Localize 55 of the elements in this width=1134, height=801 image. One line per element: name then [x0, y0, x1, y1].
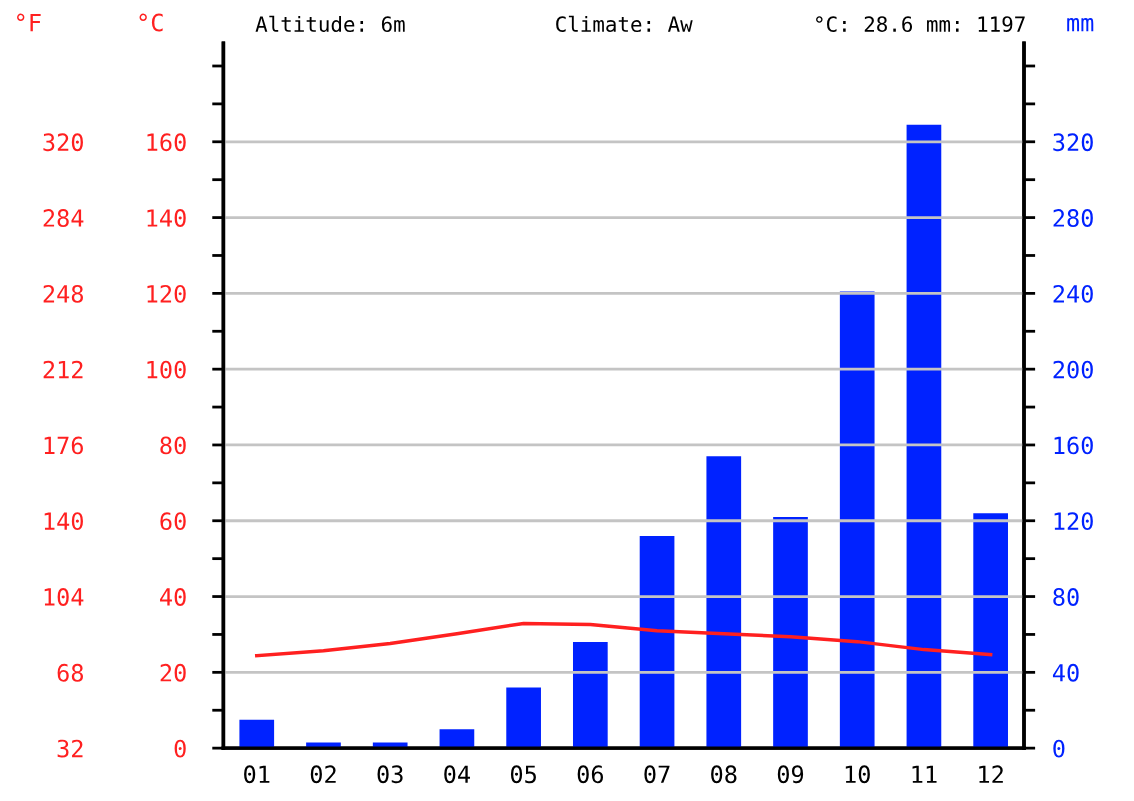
x-tick-label: 07: [644, 765, 670, 784]
bar: [839, 291, 875, 749]
y-tick-label: 140: [147, 209, 186, 227]
line-series: [255, 621, 993, 658]
y2-tick-label: 0: [1053, 739, 1065, 758]
y3-tick-label: 140: [44, 512, 83, 531]
x-tick-label: 11: [912, 765, 937, 783]
x-tick-label: 01: [244, 765, 270, 784]
bar: [506, 687, 541, 749]
y2-tick-label: 240: [1053, 284, 1093, 303]
y-tick-label: 100: [147, 360, 186, 379]
y3-axis-title: °F: [17, 13, 41, 32]
y2-tick-label: 120: [1054, 512, 1093, 531]
chart-title: Climate: Aw: [556, 15, 693, 33]
y2-tick-label: 280: [1053, 209, 1093, 227]
x-tick-label: 12: [979, 765, 1003, 783]
bar: [906, 124, 942, 749]
bar: [706, 456, 742, 749]
y3-tick-label: 32: [57, 739, 83, 758]
y3-tick-label: 104: [44, 588, 84, 606]
y-tick-label: 80: [160, 436, 186, 455]
y2-tick-label: 40: [1052, 663, 1079, 682]
bar: [639, 535, 675, 749]
y-tick-label: 120: [147, 284, 186, 303]
x-tick-label: 10: [845, 765, 870, 784]
y2-tick-label: 160: [1054, 436, 1093, 455]
bar: [773, 516, 808, 749]
y3-tick-label: 320: [43, 133, 83, 152]
y3-tick-label: 248: [43, 284, 83, 303]
y-tick-label: 60: [160, 512, 186, 531]
y-axis-title: °C: [139, 13, 163, 32]
y2-tick-label: 80: [1053, 588, 1079, 606]
x-tick-label: 09: [777, 765, 804, 784]
y3-tick-label: 68: [57, 663, 83, 682]
text: °C: 28.6 mm: 1197: [816, 16, 1025, 33]
x-tick-label: 06: [577, 765, 604, 784]
x-tick-label: 05: [510, 765, 536, 784]
text: Altitude: 6m: [255, 15, 405, 33]
y2-tick-label: 200: [1053, 360, 1093, 379]
y3-tick-label: 284: [43, 209, 84, 227]
bar: [239, 719, 275, 749]
x-tick-label: 03: [377, 765, 403, 784]
x-tick-label: 04: [444, 765, 470, 784]
y2-tick-label: 320: [1053, 133, 1093, 152]
x-tick-label: 08: [711, 765, 737, 784]
y-tick-label: 0: [174, 739, 186, 758]
bar: [973, 513, 1008, 749]
x-tick-label: 02: [310, 765, 336, 784]
y-tick-label: 160: [147, 133, 186, 152]
y-tick-label: 40: [160, 588, 186, 606]
y3-tick-label: 176: [44, 436, 83, 455]
y2-axis-title: mm: [1067, 17, 1094, 32]
y3-tick-label: 212: [43, 360, 83, 379]
bar: [573, 642, 608, 749]
y-tick-label: 20: [160, 663, 186, 682]
